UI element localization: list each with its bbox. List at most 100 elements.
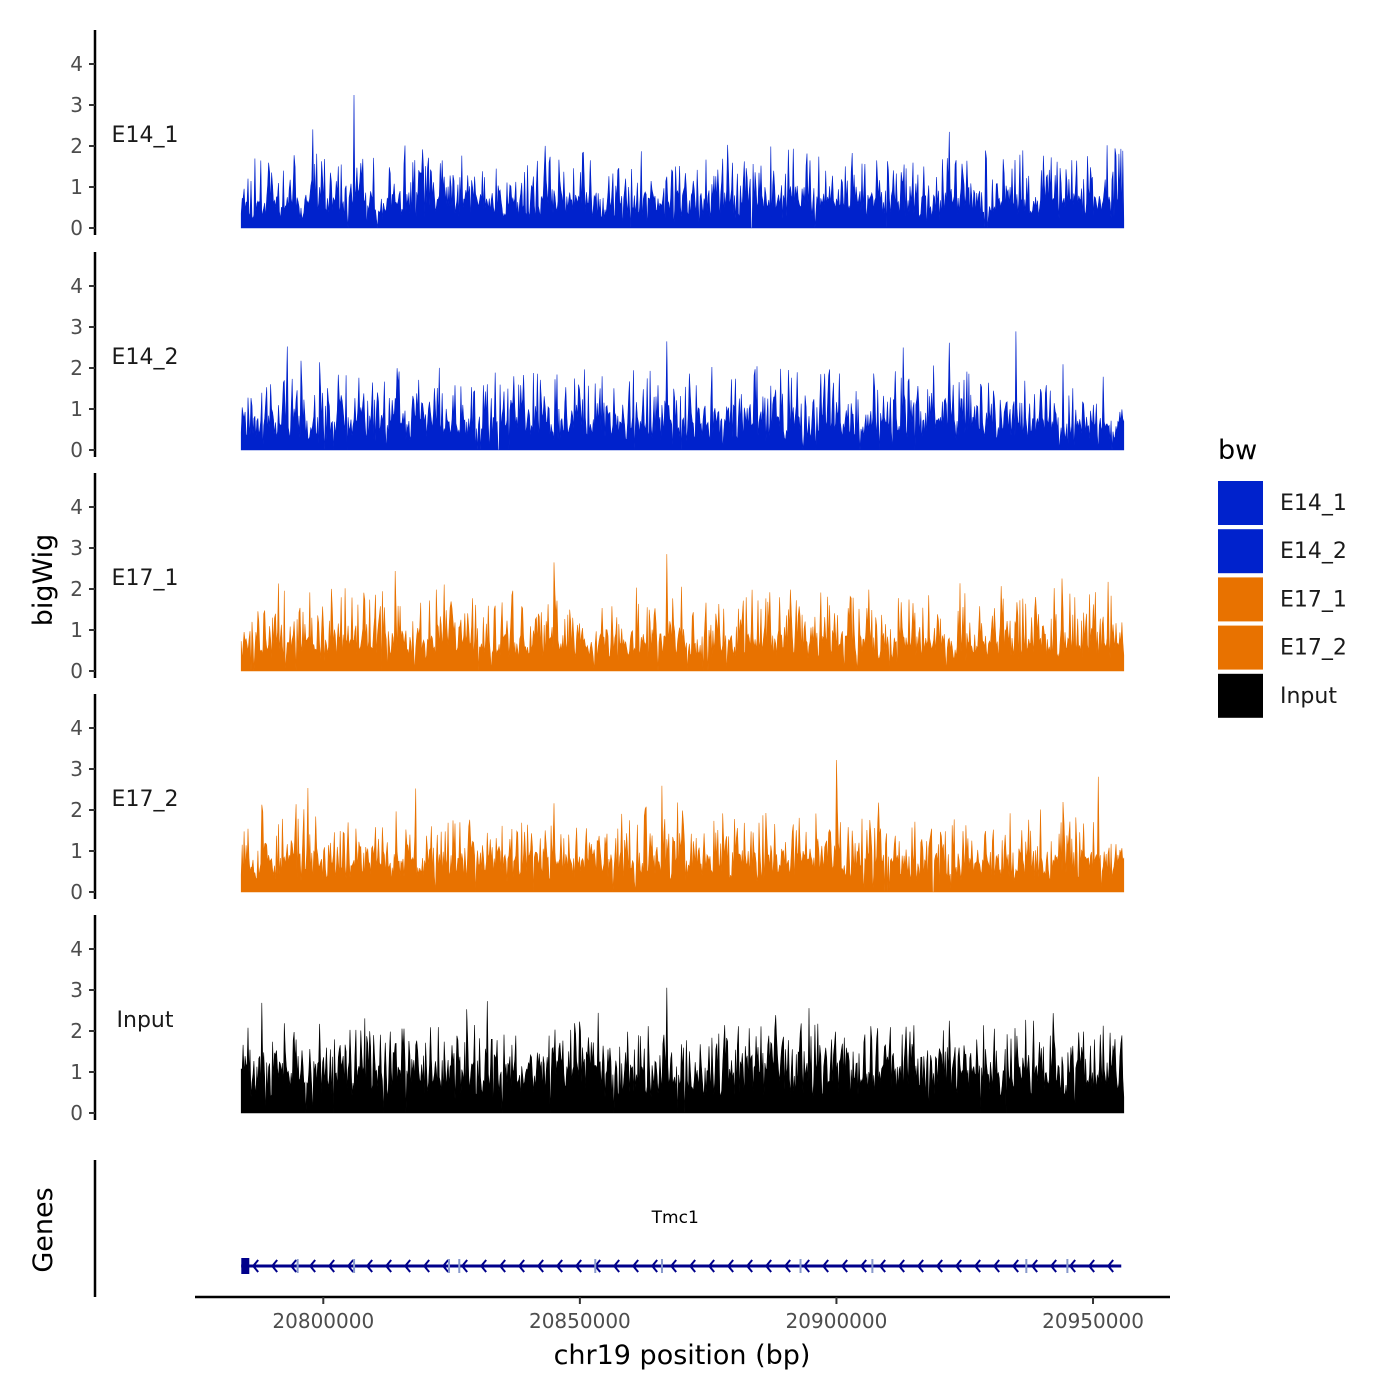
- x-tick-label: 20800000: [272, 1309, 374, 1333]
- legend-label-E17_2: E17_2: [1280, 636, 1347, 661]
- strand-arrow: [1049, 1259, 1057, 1273]
- y-tick-label: 0: [70, 1101, 83, 1125]
- strand-arrow: [726, 1259, 734, 1273]
- strand-arrow: [555, 1259, 563, 1273]
- strand-arrow: [669, 1259, 677, 1273]
- exon: [1066, 1259, 1069, 1273]
- exon: [871, 1259, 874, 1273]
- y-tick-label: 1: [70, 839, 83, 863]
- strand-arrow: [574, 1259, 582, 1273]
- y-tick-label: 0: [70, 438, 83, 462]
- y-tick-label: 3: [70, 315, 83, 339]
- y-tick-label: 4: [70, 52, 83, 76]
- legend-key-E14_2: [1218, 529, 1263, 574]
- y-tick-label: 3: [70, 978, 83, 1002]
- strand-arrow: [270, 1259, 278, 1273]
- strand-arrow: [403, 1259, 411, 1273]
- track-label-E14_2: E14_2: [112, 345, 179, 370]
- strand-arrow: [992, 1259, 1000, 1273]
- strand-arrow: [821, 1259, 829, 1273]
- y-tick-label: 1: [70, 1060, 83, 1084]
- signal-area-E17_2: [240, 759, 1125, 893]
- exon: [594, 1259, 597, 1273]
- y-tick-label: 0: [70, 216, 83, 240]
- legend-label-E14_1: E14_1: [1280, 491, 1347, 516]
- legend-key-Input: [1218, 673, 1263, 718]
- y-tick-label: 2: [70, 356, 83, 380]
- exon: [458, 1259, 461, 1273]
- signal-area-E14_1: [240, 94, 1125, 229]
- legend-label-E14_2: E14_2: [1280, 539, 1347, 564]
- y-tick-label: 4: [70, 495, 83, 519]
- exon: [241, 1258, 250, 1274]
- legend-title: bw: [1218, 435, 1257, 466]
- track-Input: 0 1 2 3 4 Input: [70, 915, 1125, 1125]
- x-tick-label: 20850000: [529, 1309, 631, 1333]
- legend-label-E17_1: E17_1: [1280, 587, 1347, 612]
- strand-arrow: [289, 1259, 297, 1273]
- y-tick-label: 3: [70, 93, 83, 117]
- strand-arrow: [479, 1259, 487, 1273]
- strand-arrow: [308, 1259, 316, 1273]
- genes-track: Tmc1: [93, 1160, 1122, 1297]
- signal-area-E14_2: [240, 331, 1125, 451]
- track-label-E17_2: E17_2: [112, 787, 179, 812]
- strand-arrow: [365, 1259, 373, 1273]
- strand-arrow: [422, 1259, 430, 1273]
- exon: [660, 1259, 663, 1273]
- strand-arrow: [327, 1259, 335, 1273]
- strand-arrow: [802, 1259, 810, 1273]
- x-axis-title: chr19 position (bp): [554, 1340, 811, 1371]
- signal-area-Input: [240, 987, 1125, 1114]
- y-tick-label: 2: [70, 134, 83, 158]
- y-tick-label: 3: [70, 536, 83, 560]
- legend-key-E17_2: [1218, 625, 1263, 670]
- strand-arrow: [441, 1259, 449, 1273]
- legend-key-E17_1: [1218, 577, 1263, 622]
- strand-arrow: [1087, 1259, 1095, 1273]
- x-axis: 20800000 20850000 20900000 20950000: [195, 1295, 1170, 1333]
- y-tick-label: 2: [70, 1019, 83, 1043]
- y-tick-label: 4: [70, 274, 83, 298]
- legend-label-Input: Input: [1280, 684, 1337, 709]
- gene-Tmc1: Tmc1: [241, 1208, 1122, 1274]
- exon: [296, 1259, 299, 1273]
- strand-arrow: [859, 1259, 867, 1273]
- strand-arrow: [897, 1259, 905, 1273]
- y-tick-label: 4: [70, 716, 83, 740]
- strand-arrow: [973, 1259, 981, 1273]
- strand-arrow: [916, 1259, 924, 1273]
- genes-axis-title: Genes: [28, 1187, 59, 1272]
- legend-key-E14_1: [1218, 481, 1263, 525]
- strand-arrow: [346, 1259, 354, 1273]
- y-tick-label: 1: [70, 618, 83, 642]
- y-tick-label: 4: [70, 937, 83, 961]
- bigwig-tracks: 0 1 2 3 4 E14_1 0 1 2 3 4 E14_2 0 1 2 3 4 E17_1 0 1 2 3 4 E17_2…: [70, 30, 1125, 1125]
- strand-arrow: [1030, 1259, 1038, 1273]
- strand-arrow: [251, 1259, 259, 1273]
- strand-arrow: [612, 1259, 620, 1273]
- strand-arrow: [517, 1259, 525, 1273]
- strand-arrow: [783, 1259, 791, 1273]
- exon: [799, 1259, 802, 1273]
- strand-arrow: [498, 1259, 506, 1273]
- strand-arrow: [650, 1259, 658, 1273]
- strand-arrow: [954, 1259, 962, 1273]
- exon: [448, 1259, 451, 1273]
- track-label-E14_1: E14_1: [112, 123, 179, 148]
- exon: [1025, 1259, 1028, 1273]
- strand-arrow: [384, 1259, 392, 1273]
- gene-label: Tmc1: [651, 1208, 699, 1228]
- y-tick-label: 1: [70, 397, 83, 421]
- track-label-E17_1: E17_1: [112, 566, 179, 591]
- strand-arrow: [1106, 1259, 1114, 1273]
- strand-arrow: [840, 1259, 848, 1273]
- y-tick-label: 2: [70, 577, 83, 601]
- y-axis-title: bigWig: [28, 534, 59, 627]
- y-tick-label: 3: [70, 757, 83, 781]
- strand-arrow: [688, 1259, 696, 1273]
- strand-arrow: [631, 1259, 639, 1273]
- track-E17_2: 0 1 2 3 4 E17_2: [70, 694, 1125, 904]
- legend: bw E14_1 E14_2 E17_1 E17_2 Input: [1218, 435, 1347, 718]
